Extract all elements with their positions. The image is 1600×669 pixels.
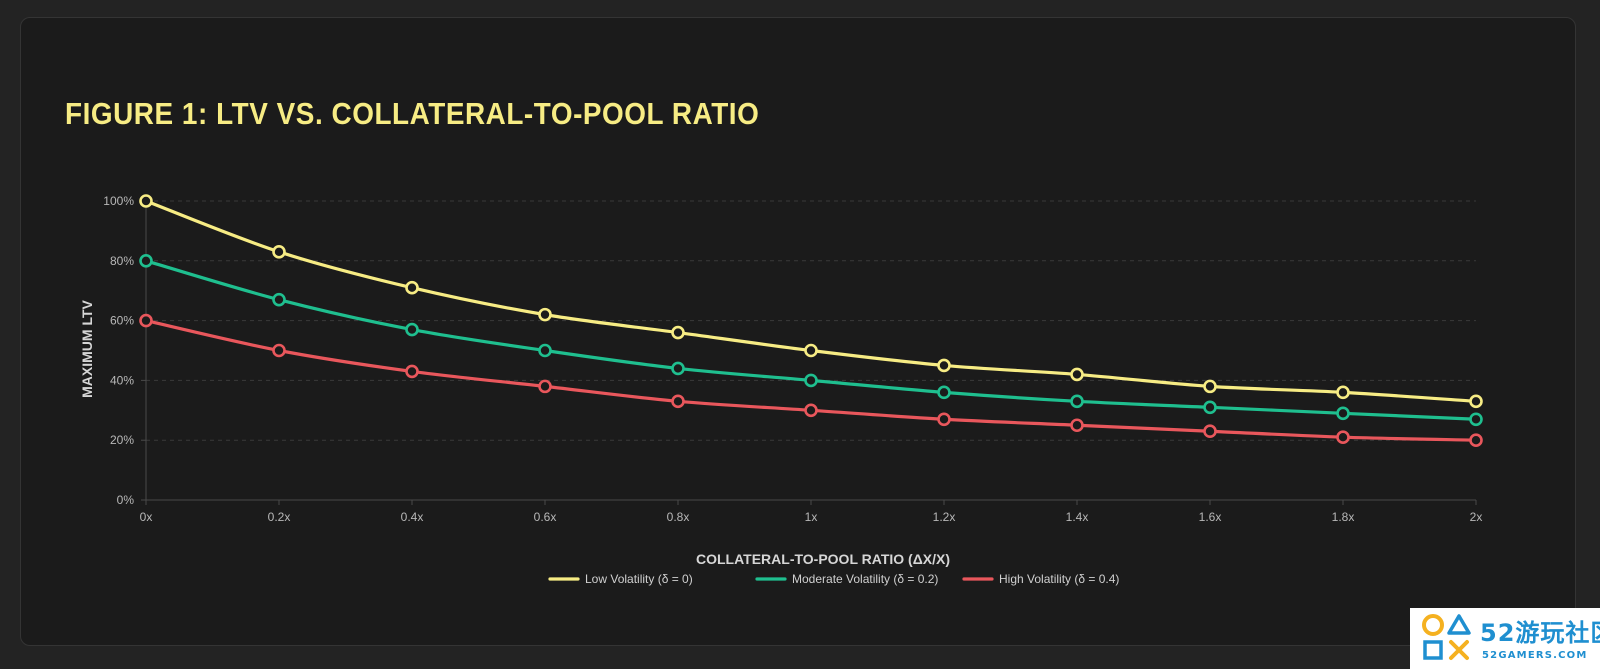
data-point bbox=[272, 292, 286, 307]
data-point bbox=[538, 343, 552, 358]
series-line bbox=[144, 259, 1478, 421]
data-point bbox=[1203, 379, 1217, 394]
x-tick-label: 1.6x bbox=[1199, 510, 1222, 524]
chart-card bbox=[20, 17, 1576, 646]
data-point bbox=[671, 361, 685, 376]
data-point bbox=[538, 307, 552, 322]
data-point bbox=[1469, 412, 1483, 427]
x-tick-label: 0.6x bbox=[534, 510, 557, 524]
x-tick-label: 1x bbox=[805, 510, 818, 524]
data-point bbox=[1336, 406, 1350, 421]
x-axis-title: COLLATERAL-TO-POOL RATIO (ΔX/X) bbox=[696, 551, 950, 567]
x-tick-label: 0x bbox=[140, 510, 153, 524]
legend-label: Moderate Volatility (δ = 0.2) bbox=[792, 572, 938, 586]
watermark: 52游玩社区 52GAMERS.COM bbox=[1410, 608, 1600, 669]
data-point bbox=[1203, 400, 1217, 415]
data-point bbox=[538, 379, 552, 394]
x-tick-label: 0.4x bbox=[401, 510, 424, 524]
data-point bbox=[937, 358, 951, 373]
x-tick-label: 0.8x bbox=[667, 510, 690, 524]
y-tick-label: 40% bbox=[110, 373, 134, 387]
data-point bbox=[937, 412, 951, 427]
data-point bbox=[1469, 433, 1483, 448]
data-point bbox=[1070, 394, 1084, 409]
chart-title: FIGURE 1: LTV VS. COLLATERAL-TO-POOL RAT… bbox=[65, 96, 760, 131]
legend-label: High Volatility (δ = 0.4) bbox=[999, 572, 1119, 586]
data-point bbox=[139, 313, 153, 328]
y-tick-label: 20% bbox=[110, 433, 134, 447]
watermark-title: 52游玩社区 bbox=[1480, 619, 1600, 647]
data-point bbox=[139, 253, 153, 268]
data-point bbox=[405, 322, 419, 337]
x-tick-label: 0.2x bbox=[268, 510, 291, 524]
data-point bbox=[405, 280, 419, 295]
data-point bbox=[1336, 430, 1350, 445]
y-tick-labels: 0% 20% 40% 60% 80% 100% bbox=[103, 194, 134, 507]
data-point bbox=[272, 343, 286, 358]
data-point bbox=[1203, 424, 1217, 439]
x-tick-label: 2x bbox=[1470, 510, 1483, 524]
data-point bbox=[1070, 367, 1084, 382]
data-point bbox=[1070, 418, 1084, 433]
data-point bbox=[804, 373, 818, 388]
data-point bbox=[1469, 394, 1483, 409]
y-tick-label: 80% bbox=[110, 254, 134, 268]
x-tick-labels: 0x 0.2x 0.4x 0.6x 0.8x 1x 1.2x 1.4x 1.6x 1.8x 2x bbox=[140, 500, 1483, 524]
y-tick-label: 100% bbox=[103, 194, 134, 208]
x-tick-label: 1.4x bbox=[1066, 510, 1089, 524]
watermark-subtitle: 52GAMERS.COM bbox=[1482, 650, 1588, 661]
x-tick-label: 1.8x bbox=[1332, 510, 1355, 524]
data-point bbox=[1336, 385, 1350, 400]
data-point bbox=[937, 385, 951, 400]
y-axis-title: MAXIMUM LTV bbox=[79, 299, 95, 397]
data-point bbox=[405, 364, 419, 379]
data-point bbox=[139, 194, 153, 208]
data-point bbox=[804, 403, 818, 418]
series-line bbox=[144, 199, 1478, 403]
x-tick-label: 1.2x bbox=[933, 510, 956, 524]
data-point bbox=[272, 245, 286, 259]
legend-label: Low Volatility (δ = 0) bbox=[585, 572, 693, 586]
data-point bbox=[804, 343, 818, 358]
data-point bbox=[671, 325, 685, 340]
series-points bbox=[139, 194, 1483, 448]
y-tick-label: 0% bbox=[117, 493, 135, 507]
legend: Low Volatility (δ = 0) Moderate Volatilit… bbox=[548, 572, 1119, 586]
data-point bbox=[671, 394, 685, 409]
y-tick-label: 60% bbox=[110, 314, 134, 328]
gamepad-shapes-icon bbox=[1422, 614, 1471, 660]
